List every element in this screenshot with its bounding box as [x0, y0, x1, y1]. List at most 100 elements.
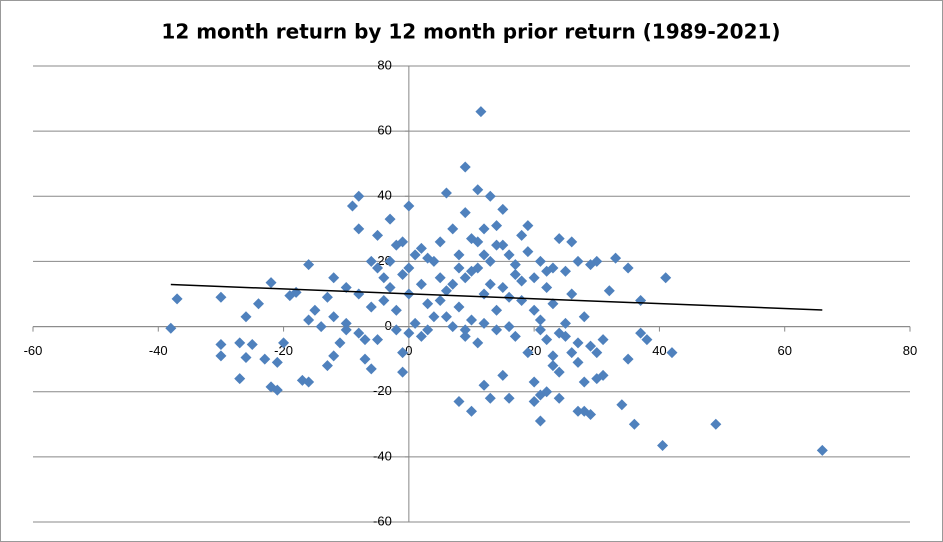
point: [453, 301, 465, 313]
y-tick-label: 60: [377, 123, 391, 138]
point: [622, 262, 634, 274]
point: [215, 350, 227, 362]
point: [547, 298, 559, 310]
point: [475, 106, 487, 118]
point: [447, 321, 459, 333]
point: [434, 295, 446, 307]
chart-title: 12 month return by 12 month prior return…: [161, 20, 780, 44]
point: [478, 223, 490, 235]
point: [509, 330, 521, 342]
point: [534, 255, 546, 267]
point: [559, 317, 571, 329]
point: [528, 272, 540, 284]
point: [321, 291, 333, 303]
point: [303, 259, 315, 271]
point: [415, 330, 427, 342]
point: [553, 233, 565, 245]
point: [566, 347, 578, 359]
point: [603, 285, 615, 297]
point: [434, 272, 446, 284]
point: [503, 249, 515, 261]
point: [390, 324, 402, 336]
point: [259, 353, 271, 365]
point: [253, 298, 265, 310]
point: [422, 252, 434, 264]
point: [572, 356, 584, 368]
point: [271, 384, 283, 396]
point: [622, 353, 634, 365]
point: [635, 327, 647, 339]
point: [240, 352, 252, 364]
point: [572, 405, 584, 417]
point: [597, 369, 609, 381]
point: [403, 262, 415, 274]
point: [578, 376, 590, 388]
point: [390, 304, 402, 316]
point: [478, 317, 490, 329]
x-tick-label: 60: [777, 343, 791, 358]
point: [466, 314, 477, 326]
point: [491, 324, 503, 336]
point: [334, 337, 346, 349]
point: [585, 409, 597, 421]
y-tick-label: 80: [377, 57, 391, 72]
point: [534, 324, 546, 336]
point: [372, 262, 384, 274]
point: [453, 262, 465, 274]
point: [428, 255, 440, 267]
point: [484, 190, 496, 202]
point: [522, 220, 534, 232]
point: [171, 293, 183, 305]
point: [328, 272, 340, 284]
point: [503, 321, 515, 333]
point: [566, 288, 578, 300]
point: [365, 301, 377, 313]
point: [440, 311, 452, 323]
point: [484, 255, 496, 267]
point: [572, 337, 584, 349]
point: [403, 200, 415, 212]
point: [422, 298, 434, 310]
point: [497, 203, 509, 215]
point: [547, 350, 559, 362]
point: [353, 327, 365, 339]
point: [491, 220, 503, 232]
point: [459, 272, 471, 284]
point: [534, 314, 546, 326]
point: [459, 324, 471, 336]
trendline: [170, 283, 823, 311]
y-tick-label: -20: [373, 383, 392, 398]
point: [541, 281, 553, 293]
point: [428, 311, 440, 323]
point: [340, 324, 352, 336]
point: [397, 268, 409, 280]
point: [466, 265, 477, 277]
y-tick-label: 40: [377, 188, 391, 203]
point: [315, 321, 327, 333]
point: [265, 277, 277, 289]
point: [384, 255, 396, 267]
point: [816, 444, 828, 456]
point: [215, 338, 227, 350]
point: [497, 369, 509, 381]
point: [497, 239, 509, 251]
point: [666, 347, 678, 359]
point: [309, 304, 321, 316]
point: [328, 311, 340, 323]
point: [466, 405, 477, 417]
point: [372, 229, 384, 241]
point: [553, 392, 565, 404]
point: [553, 366, 565, 378]
point: [472, 337, 484, 349]
point: [384, 213, 396, 225]
point: [415, 242, 427, 254]
point: [516, 229, 528, 241]
point: [566, 236, 578, 248]
point: [378, 272, 390, 284]
point: [278, 337, 290, 349]
point: [422, 324, 434, 336]
point: [553, 327, 565, 339]
point: [484, 392, 496, 404]
point: [372, 334, 384, 346]
